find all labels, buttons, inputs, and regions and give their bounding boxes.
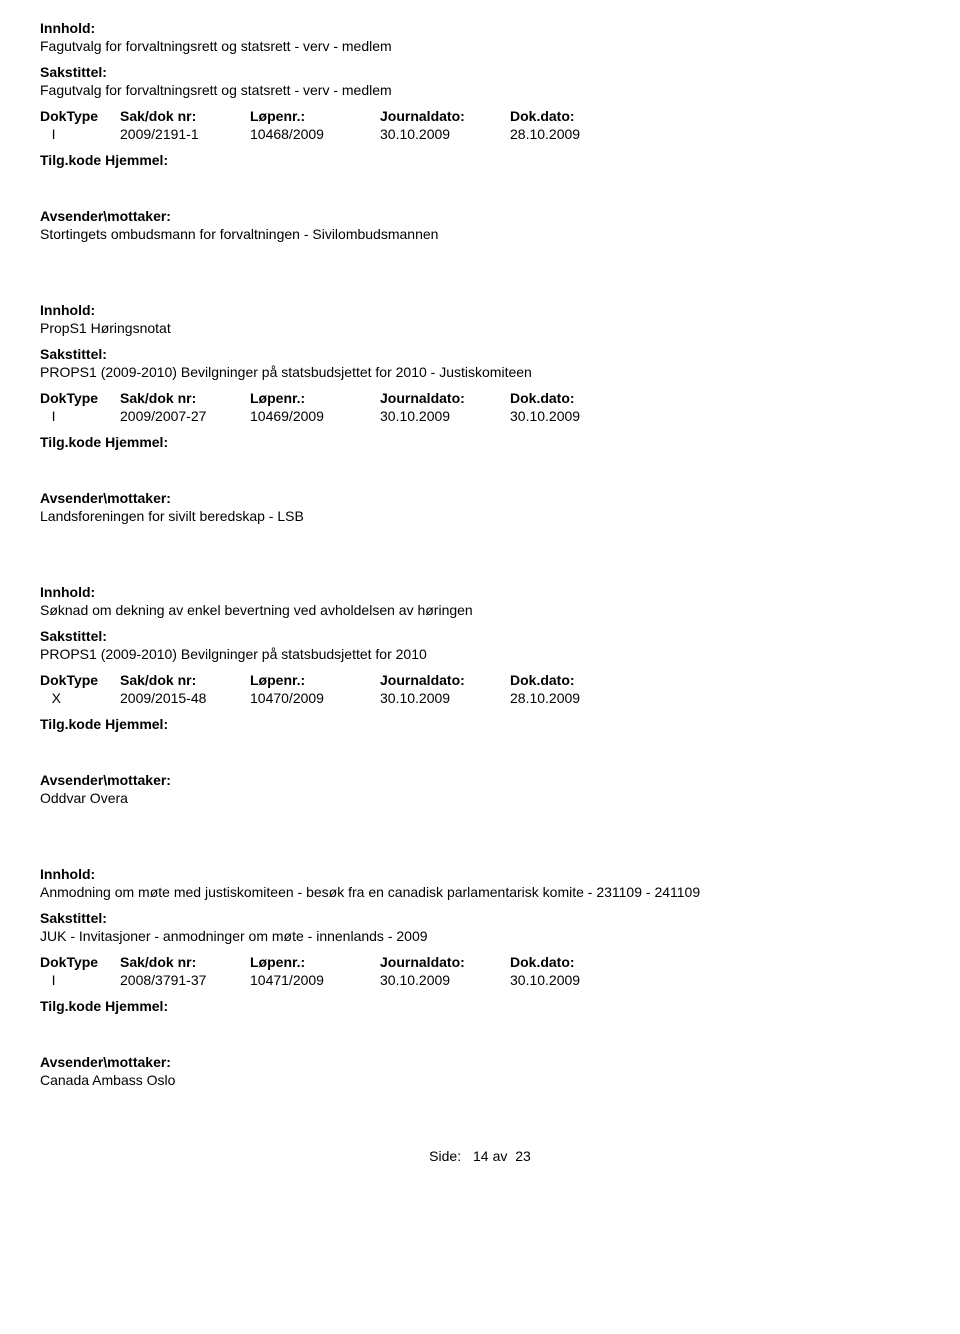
lopenr-header: Løpenr.:: [250, 108, 380, 124]
avsender-value: Stortingets ombudsmann for forvaltningen…: [40, 226, 920, 242]
sakstittel-label: Sakstittel:: [40, 346, 920, 362]
journaldato-value: 30.10.2009: [380, 408, 510, 424]
page-container: Innhold: Fagutvalg for forvaltningsrett …: [0, 0, 960, 1204]
sakstittel-label: Sakstittel:: [40, 64, 920, 80]
journaldato-header: Journaldato:: [380, 954, 510, 970]
sakdoknr-value: 2009/2191-1: [120, 126, 250, 142]
sakstittel-value: Fagutvalg for forvaltningsrett og statsr…: [40, 82, 920, 98]
doktype-value: I: [40, 126, 120, 142]
journaldato-header: Journaldato:: [380, 672, 510, 688]
page-footer: Side: 14av 23: [40, 1148, 920, 1164]
avsender-label: Avsender\mottaker:: [40, 772, 920, 788]
side-label: Side:: [429, 1148, 461, 1164]
dokdato-header: Dok.dato:: [510, 672, 640, 688]
innhold-value: PropS1 Høringsnotat: [40, 320, 920, 336]
avsender-value: Canada Ambass Oslo: [40, 1072, 920, 1088]
lopenr-header: Løpenr.:: [250, 390, 380, 406]
avsender-value: Landsforeningen for sivilt beredskap - L…: [40, 508, 920, 524]
tilgkode-label: Tilg.kode Hjemmel:: [40, 716, 920, 732]
journal-entry: Innhold: Anmodning om møte med justiskom…: [40, 866, 920, 1088]
journal-entry: Innhold: Søknad om dekning av enkel beve…: [40, 584, 920, 806]
dokdato-value: 28.10.2009: [510, 126, 640, 142]
lopenr-value: 10470/2009: [250, 690, 380, 706]
sakdoknr-header: Sak/dok nr:: [120, 108, 250, 124]
sakdoknr-value: 2008/3791-37: [120, 972, 250, 988]
lopenr-value: 10468/2009: [250, 126, 380, 142]
sakstittel-value: JUK - Invitasjoner - anmodninger om møte…: [40, 928, 920, 944]
tilgkode-label: Tilg.kode Hjemmel:: [40, 434, 920, 450]
table-row: X 2009/2015-48 10470/2009 30.10.2009 28.…: [40, 690, 920, 706]
table-row: I 2009/2191-1 10468/2009 30.10.2009 28.1…: [40, 126, 920, 142]
doktype-header: DokType: [40, 672, 120, 688]
sakstittel-value: PROPS1 (2009-2010) Bevilgninger på stats…: [40, 646, 920, 662]
innhold-value: Søknad om dekning av enkel bevertning ve…: [40, 602, 920, 618]
innhold-label: Innhold:: [40, 20, 920, 36]
dokdato-value: 30.10.2009: [510, 408, 640, 424]
journaldato-header: Journaldato:: [380, 108, 510, 124]
dokdato-header: Dok.dato:: [510, 954, 640, 970]
table-header: DokType Sak/dok nr: Løpenr.: Journaldato…: [40, 108, 920, 124]
doktype-value: I: [40, 408, 120, 424]
journal-entry: Innhold: Fagutvalg for forvaltningsrett …: [40, 20, 920, 242]
journaldato-value: 30.10.2009: [380, 972, 510, 988]
innhold-label: Innhold:: [40, 866, 920, 882]
sakdoknr-value: 2009/2015-48: [120, 690, 250, 706]
table-header: DokType Sak/dok nr: Løpenr.: Journaldato…: [40, 390, 920, 406]
av-label: av: [493, 1148, 508, 1164]
lopenr-header: Løpenr.:: [250, 672, 380, 688]
table-row: I 2008/3791-37 10471/2009 30.10.2009 30.…: [40, 972, 920, 988]
innhold-label: Innhold:: [40, 302, 920, 318]
innhold-value: Fagutvalg for forvaltningsrett og statsr…: [40, 38, 920, 54]
dokdato-header: Dok.dato:: [510, 108, 640, 124]
sakdoknr-header: Sak/dok nr:: [120, 954, 250, 970]
avsender-label: Avsender\mottaker:: [40, 490, 920, 506]
dokdato-value: 28.10.2009: [510, 690, 640, 706]
lopenr-value: 10471/2009: [250, 972, 380, 988]
journaldato-value: 30.10.2009: [380, 126, 510, 142]
table-header: DokType Sak/dok nr: Løpenr.: Journaldato…: [40, 954, 920, 970]
sakstittel-label: Sakstittel:: [40, 628, 920, 644]
innhold-value: Anmodning om møte med justiskomiteen - b…: [40, 884, 920, 900]
sakdoknr-header: Sak/dok nr:: [120, 390, 250, 406]
table-row: I 2009/2007-27 10469/2009 30.10.2009 30.…: [40, 408, 920, 424]
dokdato-header: Dok.dato:: [510, 390, 640, 406]
avsender-label: Avsender\mottaker:: [40, 1054, 920, 1070]
page-number: 14: [473, 1148, 489, 1164]
journal-entry: Innhold: PropS1 Høringsnotat Sakstittel:…: [40, 302, 920, 524]
journaldato-value: 30.10.2009: [380, 690, 510, 706]
table-header: DokType Sak/dok nr: Løpenr.: Journaldato…: [40, 672, 920, 688]
dokdato-value: 30.10.2009: [510, 972, 640, 988]
doktype-header: DokType: [40, 954, 120, 970]
tilgkode-label: Tilg.kode Hjemmel:: [40, 152, 920, 168]
doktype-header: DokType: [40, 108, 120, 124]
lopenr-header: Løpenr.:: [250, 954, 380, 970]
doktype-value: I: [40, 972, 120, 988]
tilgkode-label: Tilg.kode Hjemmel:: [40, 998, 920, 1014]
innhold-label: Innhold:: [40, 584, 920, 600]
doktype-value: X: [40, 690, 120, 706]
doktype-header: DokType: [40, 390, 120, 406]
avsender-label: Avsender\mottaker:: [40, 208, 920, 224]
journaldato-header: Journaldato:: [380, 390, 510, 406]
avsender-value: Oddvar Overa: [40, 790, 920, 806]
lopenr-value: 10469/2009: [250, 408, 380, 424]
sakstittel-value: PROPS1 (2009-2010) Bevilgninger på stats…: [40, 364, 920, 380]
sakstittel-label: Sakstittel:: [40, 910, 920, 926]
sakdoknr-header: Sak/dok nr:: [120, 672, 250, 688]
sakdoknr-value: 2009/2007-27: [120, 408, 250, 424]
page-total: 23: [515, 1148, 531, 1164]
